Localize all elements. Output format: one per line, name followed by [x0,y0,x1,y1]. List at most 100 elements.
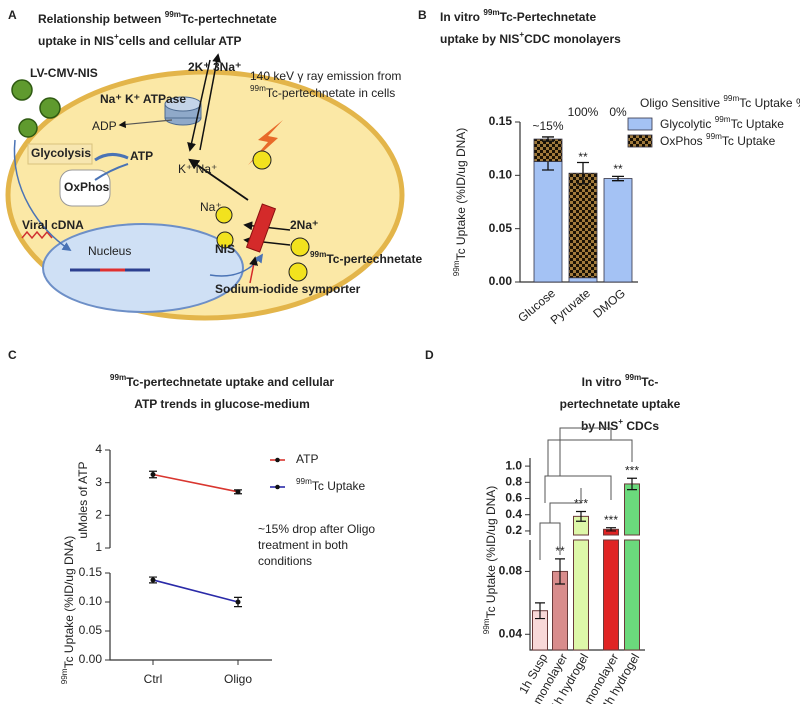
superscript: 99m [452,260,461,276]
superscript: 99m [625,373,641,382]
text-run: cells and cellular ATP [119,34,242,48]
legend-marker [275,457,280,463]
superscript: 99m [723,94,739,103]
legend-title: Oligo Sensitive 99mTc Uptake % [640,94,800,110]
y2-tick-label: 1 [95,540,102,554]
text-run: Tc Uptake [312,479,366,493]
text-run: Tc Uptake % [739,96,800,110]
significance: *** [574,497,588,511]
diagram-label: 2Na⁺ [290,218,318,232]
text-run: In vitro [582,375,625,389]
panel-letter: A [8,8,17,22]
point [235,599,241,605]
y2-tick-label: 0.2 [505,523,522,537]
legend-label: 99mTc Uptake [296,477,366,493]
text-run: Tc-Pertechnetate [500,10,597,24]
text-run: OxPhos [660,134,706,148]
text-run: Tc Uptake (%ID/ug DNA) [454,128,468,261]
panel-title: Relationship between 99mTc-pertechnetate [38,10,277,26]
percent-label: 0% [609,105,627,119]
y2-axis-label: uMoles of ATP [76,461,90,538]
diagram-label: 99mTc-pertechnetate in cells [250,84,395,100]
text-run: uptake in NIS [38,34,114,48]
chart-title: In vitro 99mTc- [582,373,659,389]
y-tick-label: 0.10 [489,168,513,182]
y-tick-label: 0.10 [79,594,103,608]
superscript: 99m [310,250,326,259]
glycolysis-arrow [94,153,129,162]
entry-arrow [13,139,72,251]
superscript: 99m [110,373,126,382]
error-bar [535,602,545,620]
error-bar [555,558,565,585]
text-run: Tc Uptake [722,134,776,148]
y2-tick-label: 3 [95,475,102,489]
text-run: Tc-pertechnetate in cells [266,86,395,100]
diagram-label: 140 keV γ ray emission from [250,69,401,83]
text-run: Tc Uptake (%ID/ug DNA) [62,536,76,669]
y-axis-label: 99mTc Uptake (%ID/ug DNA) [452,128,468,277]
diagram-label: 99mTc-pertechnetate [310,250,422,266]
y-tick-label: 0.00 [489,274,513,288]
annotation: ~15% drop after Oligo [258,522,375,536]
diagram-label: Viral cDNA [22,218,84,232]
text-run: ATP trends in glucose-medium [134,397,310,411]
y2-tick-label: 0.8 [505,474,522,488]
bar [624,483,640,536]
cdna-strand [21,230,53,240]
superscript: 99m [483,8,499,17]
error-bar [577,161,589,185]
y-tick-label: 0.05 [79,623,103,637]
superscript: + [114,32,119,41]
na-flow-arrow [188,158,249,201]
series-line [152,579,239,603]
viruses [11,79,61,138]
text-run: pertechnetate uptake [560,397,681,411]
y-tick-label: 0.15 [489,114,513,128]
legend-label: OxPhos 99mTc Uptake [660,132,776,148]
point [235,489,241,495]
y2-tick-label: 4 [95,442,102,456]
error-bar [606,527,616,532]
atpase [164,96,202,126]
x-tick-label: DMOG [590,286,628,321]
chart-title: ATP trends in glucose-medium [134,397,310,411]
comparison-bracket [544,475,612,503]
superscript: 99m [715,115,731,124]
y-axis [109,573,272,661]
x-tick-label: Pyruvate [548,286,594,327]
diagram-label: ATP [130,149,153,163]
expression-arrow [209,253,264,277]
oxphos-arrow [94,163,129,181]
diagram-label: Glycolysis [31,146,91,160]
error-bar [576,510,586,522]
chart-title: 99mTc-pertechnetate uptake and cellular [110,373,334,389]
text-run: Relationship between [38,12,165,26]
percent-label: ~15% [532,119,563,133]
legend-swatch [627,134,653,148]
point [150,577,156,583]
bar-segment [603,178,633,283]
annotation: conditions [258,554,312,568]
panel-letter: B [418,8,427,22]
bar-segment [568,277,598,283]
comparison-bracket [549,488,582,523]
chart-title: uptake by NIS+CDC monolayers [440,30,621,46]
panel-letter: D [425,348,434,362]
text-run: CDC monolayers [524,32,621,46]
error-bar [612,175,624,182]
adp-arrow [118,119,173,129]
bar [603,539,619,651]
text-run: uptake by NIS [440,32,519,46]
y-tick-label: 0.04 [499,626,523,640]
y2-tick-label: 0.6 [505,491,522,505]
diagram-label: 2K⁺ 3Na⁺ [188,60,241,74]
text-run: Tc-pertechnetate uptake and cellular [126,375,334,389]
cell-diagram [5,53,405,321]
comparison-bracket [547,439,633,476]
error-bar [542,136,554,142]
series-line [152,473,239,493]
text-run: Tc-pertechnetate [181,12,277,26]
significance: *** [604,513,618,527]
